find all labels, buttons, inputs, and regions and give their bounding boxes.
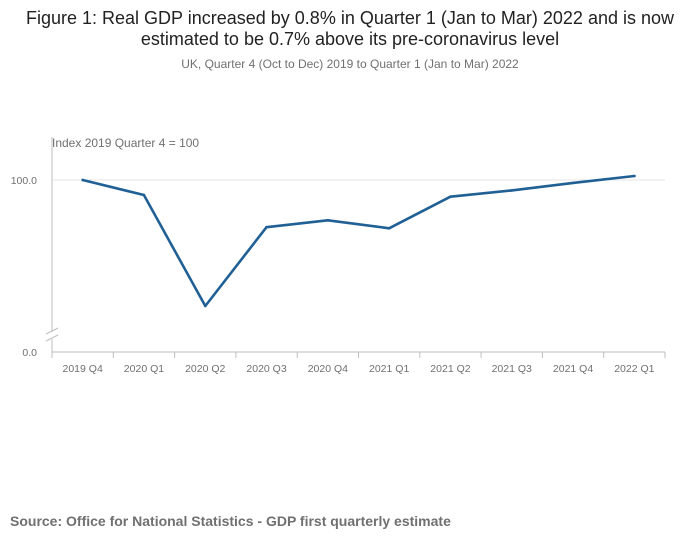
gdp-series-line — [81, 174, 636, 308]
x-tick-label: 2021 Q3 — [492, 363, 532, 375]
data-point[interactable] — [326, 219, 330, 222]
y-tick-label: 100.0 — [11, 175, 37, 187]
y-tick-label: 0.0 — [22, 347, 37, 359]
data-point[interactable] — [265, 225, 268, 229]
x-tick-label: 2021 Q4 — [553, 363, 593, 375]
chart-title: Figure 1: Real GDP increased by 0.8% in … — [26, 8, 674, 49]
x-tick-label: 2021 Q2 — [430, 363, 470, 375]
x-tick-label: 2019 Q4 — [63, 363, 103, 375]
y-axis-unit-label: Index 2019 Quarter 4 = 100 — [52, 136, 199, 150]
data-point[interactable] — [633, 174, 636, 178]
source-note: Source: Office for National Statistics -… — [10, 513, 451, 529]
x-tick-label: 2022 Q1 — [614, 363, 654, 375]
x-tick-label: 2020 Q2 — [185, 363, 225, 375]
data-point[interactable] — [142, 193, 146, 197]
data-point[interactable] — [81, 178, 84, 182]
data-point[interactable] — [204, 304, 207, 308]
data-point[interactable] — [510, 189, 514, 192]
x-tick-label: 2020 Q1 — [124, 363, 164, 375]
x-tick-label: 2020 Q3 — [246, 363, 286, 375]
x-tick-label: 2020 Q4 — [308, 363, 348, 375]
data-point[interactable] — [449, 195, 452, 198]
axis-break-icon — [45, 327, 59, 342]
chart-subtitle: UK, Quarter 4 (Oct to Dec) 2019 to Quart… — [181, 57, 519, 71]
x-tick-label: 2021 Q1 — [369, 363, 409, 375]
data-point[interactable] — [387, 227, 391, 230]
data-point[interactable] — [571, 181, 575, 185]
